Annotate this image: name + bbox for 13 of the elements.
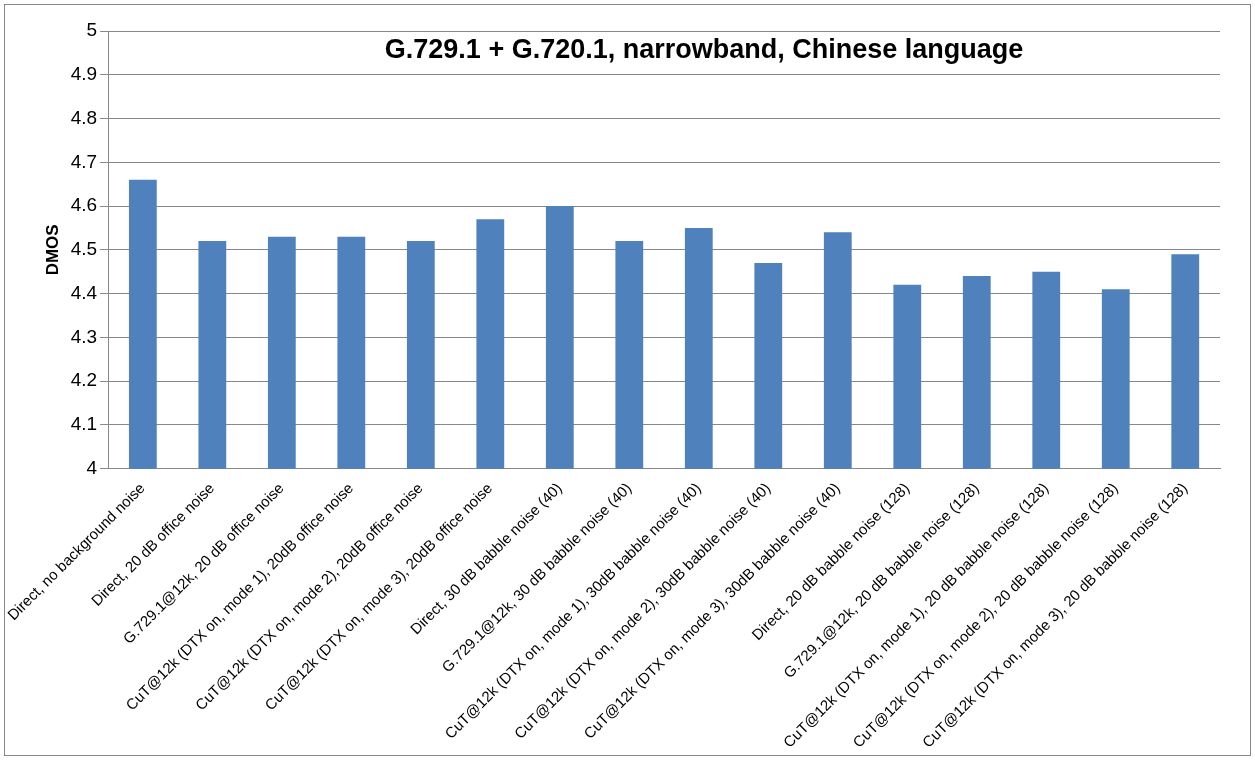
y-tick-label: 4.6 — [70, 194, 98, 216]
y-tick-label: 4.4 — [70, 281, 98, 303]
y-tick-label: 4.2 — [70, 369, 98, 391]
y-tick-label: 4 — [86, 456, 98, 478]
y-axis-title: DMOS — [43, 224, 63, 276]
y-tick-label: 4.1 — [70, 413, 98, 435]
y-tick-label: 4.7 — [70, 150, 98, 172]
chart-title: G.729.1 + G.720.1, narrowband, Chinese language — [384, 33, 1024, 64]
y-tick-label: 4.9 — [70, 63, 98, 84]
y-tick-label: 4.3 — [70, 325, 98, 347]
y-tick-label: 5 — [86, 19, 98, 41]
y-tick-label: 4.8 — [70, 106, 98, 128]
y-tick-label: 4.5 — [70, 238, 98, 260]
